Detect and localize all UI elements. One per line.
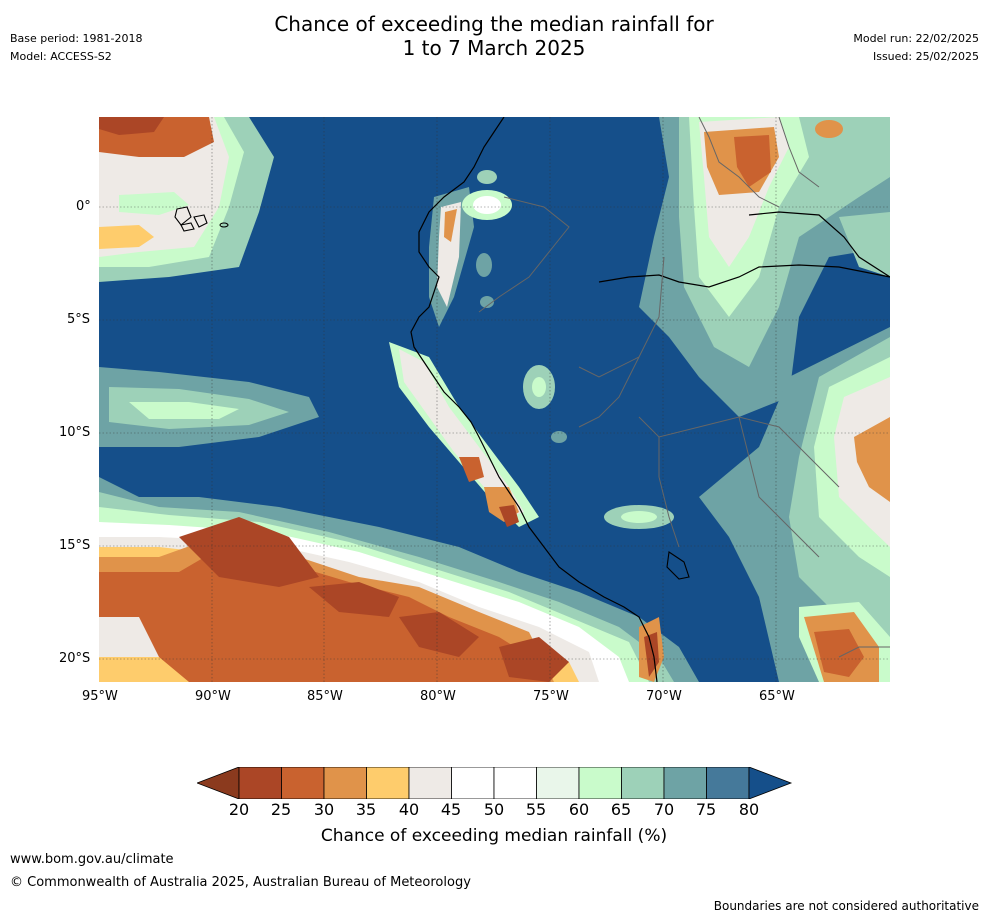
cb-tick-35: 35	[355, 800, 377, 819]
cb-tick-75: 75	[695, 800, 717, 819]
cb-tick-30: 30	[313, 800, 335, 819]
model-run-text: Model run: 22/02/2025	[853, 32, 979, 45]
colorbar-segment	[323, 767, 367, 799]
lat-label-15s: 15°S	[59, 538, 91, 553]
colorbar-segment	[366, 767, 410, 799]
galapagos-islands	[174, 206, 229, 232]
lake-titicaca	[666, 551, 690, 580]
colorbar-arrow-low	[197, 767, 240, 799]
colorbar-arrow-high	[748, 767, 793, 799]
region-scattered	[476, 253, 674, 529]
cb-tick-40: 40	[398, 800, 420, 819]
lon-label-75w: 75°W	[533, 689, 569, 704]
title-line-1: Chance of exceeding the median rainfall …	[274, 12, 714, 36]
colorbar-segment	[451, 767, 495, 799]
lon-label-70w: 70°W	[646, 689, 682, 704]
region-right-side	[699, 327, 890, 682]
colorbar-segment	[578, 767, 622, 799]
caribbean-coast	[598, 264, 890, 288]
colorbar-segment	[663, 767, 707, 799]
base-period-text: Base period: 1981-2018	[10, 32, 143, 45]
region-left-mid	[99, 367, 319, 447]
cb-tick-55: 55	[525, 800, 547, 819]
country-borders	[478, 117, 890, 658]
cb-tick-70: 70	[653, 800, 675, 819]
lat-label-10s: 10°S	[59, 425, 91, 440]
cb-tick-80: 80	[738, 800, 760, 819]
issued-text: Issued: 25/02/2025	[872, 50, 979, 63]
northern-coast	[748, 211, 890, 278]
cb-tick-20: 20	[228, 800, 250, 819]
colorbar-segment	[281, 767, 325, 799]
cb-tick-45: 45	[440, 800, 462, 819]
colorbar	[197, 767, 793, 799]
coastline	[410, 117, 658, 682]
colorbar-segment	[621, 767, 665, 799]
colorbar-segment	[536, 767, 580, 799]
disclaimer-text: Boundaries are not considered authoritat…	[713, 899, 979, 913]
colorbar-segment	[238, 767, 282, 799]
graticule	[99, 117, 890, 682]
colorbar-label: Chance of exceeding median rainfall (%)	[320, 826, 668, 846]
copyright-text: © Commonwealth of Australia 2025, Austra…	[10, 875, 471, 890]
lon-label-65w: 65°W	[759, 689, 795, 704]
colorbar-segment	[493, 767, 537, 799]
title-line-2: 1 to 7 March 2025	[402, 36, 586, 60]
lon-label-90w: 90°W	[195, 689, 231, 704]
rainfall-map	[99, 117, 890, 682]
model-text: Model: ACCESS-S2	[10, 50, 112, 63]
lat-label-0: 0°	[76, 199, 91, 214]
lon-label-95w: 95°W	[82, 689, 118, 704]
region-central-strip	[429, 170, 512, 327]
lat-label-20s: 20°S	[59, 651, 91, 666]
region-bottom-left	[99, 477, 699, 682]
website-link[interactable]: www.bom.gov.au/climate	[10, 852, 174, 867]
lon-label-80w: 80°W	[420, 689, 456, 704]
cb-tick-60: 60	[568, 800, 590, 819]
cb-tick-65: 65	[610, 800, 632, 819]
cb-tick-50: 50	[483, 800, 505, 819]
colorbar-segment	[706, 767, 750, 799]
map-title: Chance of exceeding the median rainfall …	[0, 12, 988, 60]
lon-label-85w: 85°W	[307, 689, 343, 704]
cb-tick-25: 25	[270, 800, 292, 819]
lat-label-5s: 5°S	[67, 312, 91, 327]
colorbar-segment	[408, 767, 452, 799]
colorbar-ticks: 20 25 30 35 40 45 50 55 60 65 70 75 80	[0, 800, 988, 822]
